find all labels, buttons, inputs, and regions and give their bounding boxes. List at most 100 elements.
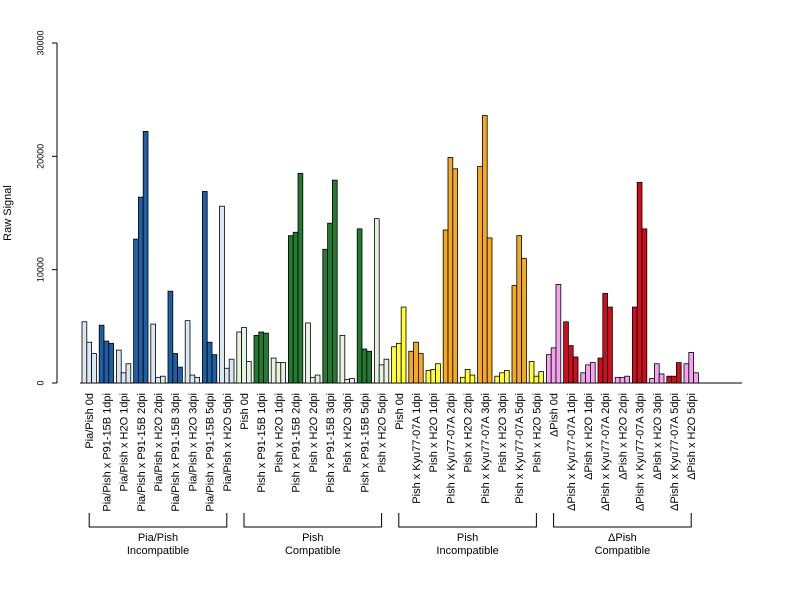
y-tick-label: 0 bbox=[35, 380, 45, 385]
bar bbox=[693, 372, 699, 384]
bar bbox=[464, 368, 471, 384]
bar bbox=[241, 327, 247, 384]
category-label: Pish 0d bbox=[239, 393, 251, 430]
bar bbox=[292, 231, 299, 384]
bar bbox=[211, 354, 218, 384]
bar bbox=[116, 349, 122, 384]
bar bbox=[309, 376, 316, 384]
bar bbox=[236, 331, 243, 384]
y-tick-label: 30000 bbox=[35, 30, 45, 55]
bar bbox=[469, 374, 476, 384]
category-label: ΔPish x Kyu77-07A 5dpi bbox=[669, 393, 681, 511]
category-label: Pia/Pish x H2O 2dpi bbox=[153, 393, 165, 491]
bar bbox=[572, 356, 579, 384]
group-bracket bbox=[88, 513, 228, 528]
bar bbox=[459, 376, 466, 384]
bar bbox=[245, 361, 252, 384]
category-label: Pia/Pish x H2O 3dpi bbox=[187, 393, 199, 491]
bar bbox=[555, 283, 562, 384]
bar bbox=[189, 374, 196, 384]
bar bbox=[400, 306, 407, 384]
bar bbox=[413, 341, 419, 384]
bar bbox=[366, 350, 372, 384]
bar bbox=[585, 364, 591, 384]
bar bbox=[86, 341, 93, 384]
bar bbox=[503, 370, 510, 384]
bar bbox=[322, 248, 328, 384]
bar bbox=[280, 362, 286, 384]
bar bbox=[356, 228, 363, 384]
bar bbox=[194, 376, 201, 384]
bar bbox=[103, 340, 110, 384]
bar bbox=[383, 358, 390, 384]
category-labels: Pia/Pish 0d Pia/Pish x P91-15B 1dpi Pia/Pi… bbox=[84, 393, 698, 512]
bar bbox=[632, 306, 638, 384]
category-label: Pish x H2O 2dpi bbox=[308, 393, 320, 472]
bar bbox=[314, 374, 321, 384]
bar bbox=[228, 358, 235, 384]
bar bbox=[159, 375, 166, 384]
bar bbox=[550, 347, 557, 384]
bar bbox=[305, 322, 311, 384]
bar bbox=[391, 346, 397, 384]
bar bbox=[499, 372, 505, 384]
bar bbox=[125, 363, 132, 384]
category-label: Pish x H2O 1dpi bbox=[273, 393, 285, 472]
bar bbox=[81, 321, 88, 384]
bar bbox=[395, 342, 402, 384]
group-label-line2: Compatible bbox=[285, 545, 341, 557]
bar bbox=[167, 290, 174, 384]
bar bbox=[425, 370, 432, 384]
category-label: Pish x H2O 3dpi bbox=[342, 393, 354, 472]
category-label: ΔPish 0d bbox=[549, 393, 561, 437]
bar bbox=[349, 378, 355, 384]
bar bbox=[378, 364, 385, 384]
bar bbox=[133, 238, 139, 384]
bar bbox=[590, 362, 596, 384]
bar bbox=[327, 222, 333, 384]
bar bbox=[666, 375, 672, 384]
y-axis-title: Raw Signal bbox=[2, 185, 14, 241]
bar bbox=[619, 376, 626, 384]
bar bbox=[477, 166, 483, 384]
group-label-line2: Incompatible bbox=[436, 545, 498, 557]
bar bbox=[331, 179, 338, 384]
bar bbox=[287, 235, 294, 384]
bar bbox=[481, 115, 488, 384]
group-brackets: Pia/PishIncompatiblePishCompatiblePishIn… bbox=[88, 513, 692, 557]
category-label: Pish x H2O 3dpi bbox=[497, 393, 509, 472]
group-label-line1: ΔPish bbox=[608, 532, 637, 544]
bar bbox=[538, 371, 544, 384]
category-label: Pish x P91-15B 5dpi bbox=[359, 393, 371, 493]
category-label: Pish x H2O 5dpi bbox=[377, 393, 389, 472]
group-label-line1: Pish bbox=[457, 532, 478, 544]
bar bbox=[98, 324, 105, 384]
bar bbox=[417, 353, 424, 384]
bar bbox=[671, 375, 677, 384]
bar bbox=[688, 351, 694, 384]
y-axis-ticks: 0 10000 20000 30000 bbox=[35, 30, 57, 386]
category-label: ΔPish x H2O 1dpi bbox=[583, 393, 595, 480]
bar bbox=[108, 342, 115, 384]
bar bbox=[430, 368, 436, 384]
category-label: Pia/Pish x P91-15B 5dpi bbox=[205, 393, 217, 512]
category-label: Pish 0d bbox=[394, 393, 406, 430]
bar bbox=[654, 363, 660, 384]
bar bbox=[223, 367, 230, 384]
group-label-line1: Pish bbox=[302, 532, 323, 544]
bar bbox=[614, 376, 621, 384]
y-tick-label: 10000 bbox=[35, 257, 45, 282]
category-label: Pia/Pish x P91-15B 1dpi bbox=[101, 393, 113, 512]
category-label: Pish x Kyu77-07A 3dpi bbox=[480, 393, 492, 504]
category-label: Pish x P91-15B 3dpi bbox=[325, 393, 337, 493]
bar bbox=[91, 353, 97, 384]
category-label: ΔPish x Kyu77-07A 3dpi bbox=[635, 393, 647, 511]
bar bbox=[447, 157, 454, 384]
category-label: Pish x P91-15B 1dpi bbox=[256, 393, 268, 493]
bar bbox=[563, 321, 569, 384]
bar bbox=[452, 168, 458, 384]
bar bbox=[253, 334, 260, 384]
group-bracket bbox=[398, 513, 537, 528]
bar bbox=[602, 293, 608, 384]
category-label: Pia/Pish x P91-15B 3dpi bbox=[170, 393, 182, 512]
